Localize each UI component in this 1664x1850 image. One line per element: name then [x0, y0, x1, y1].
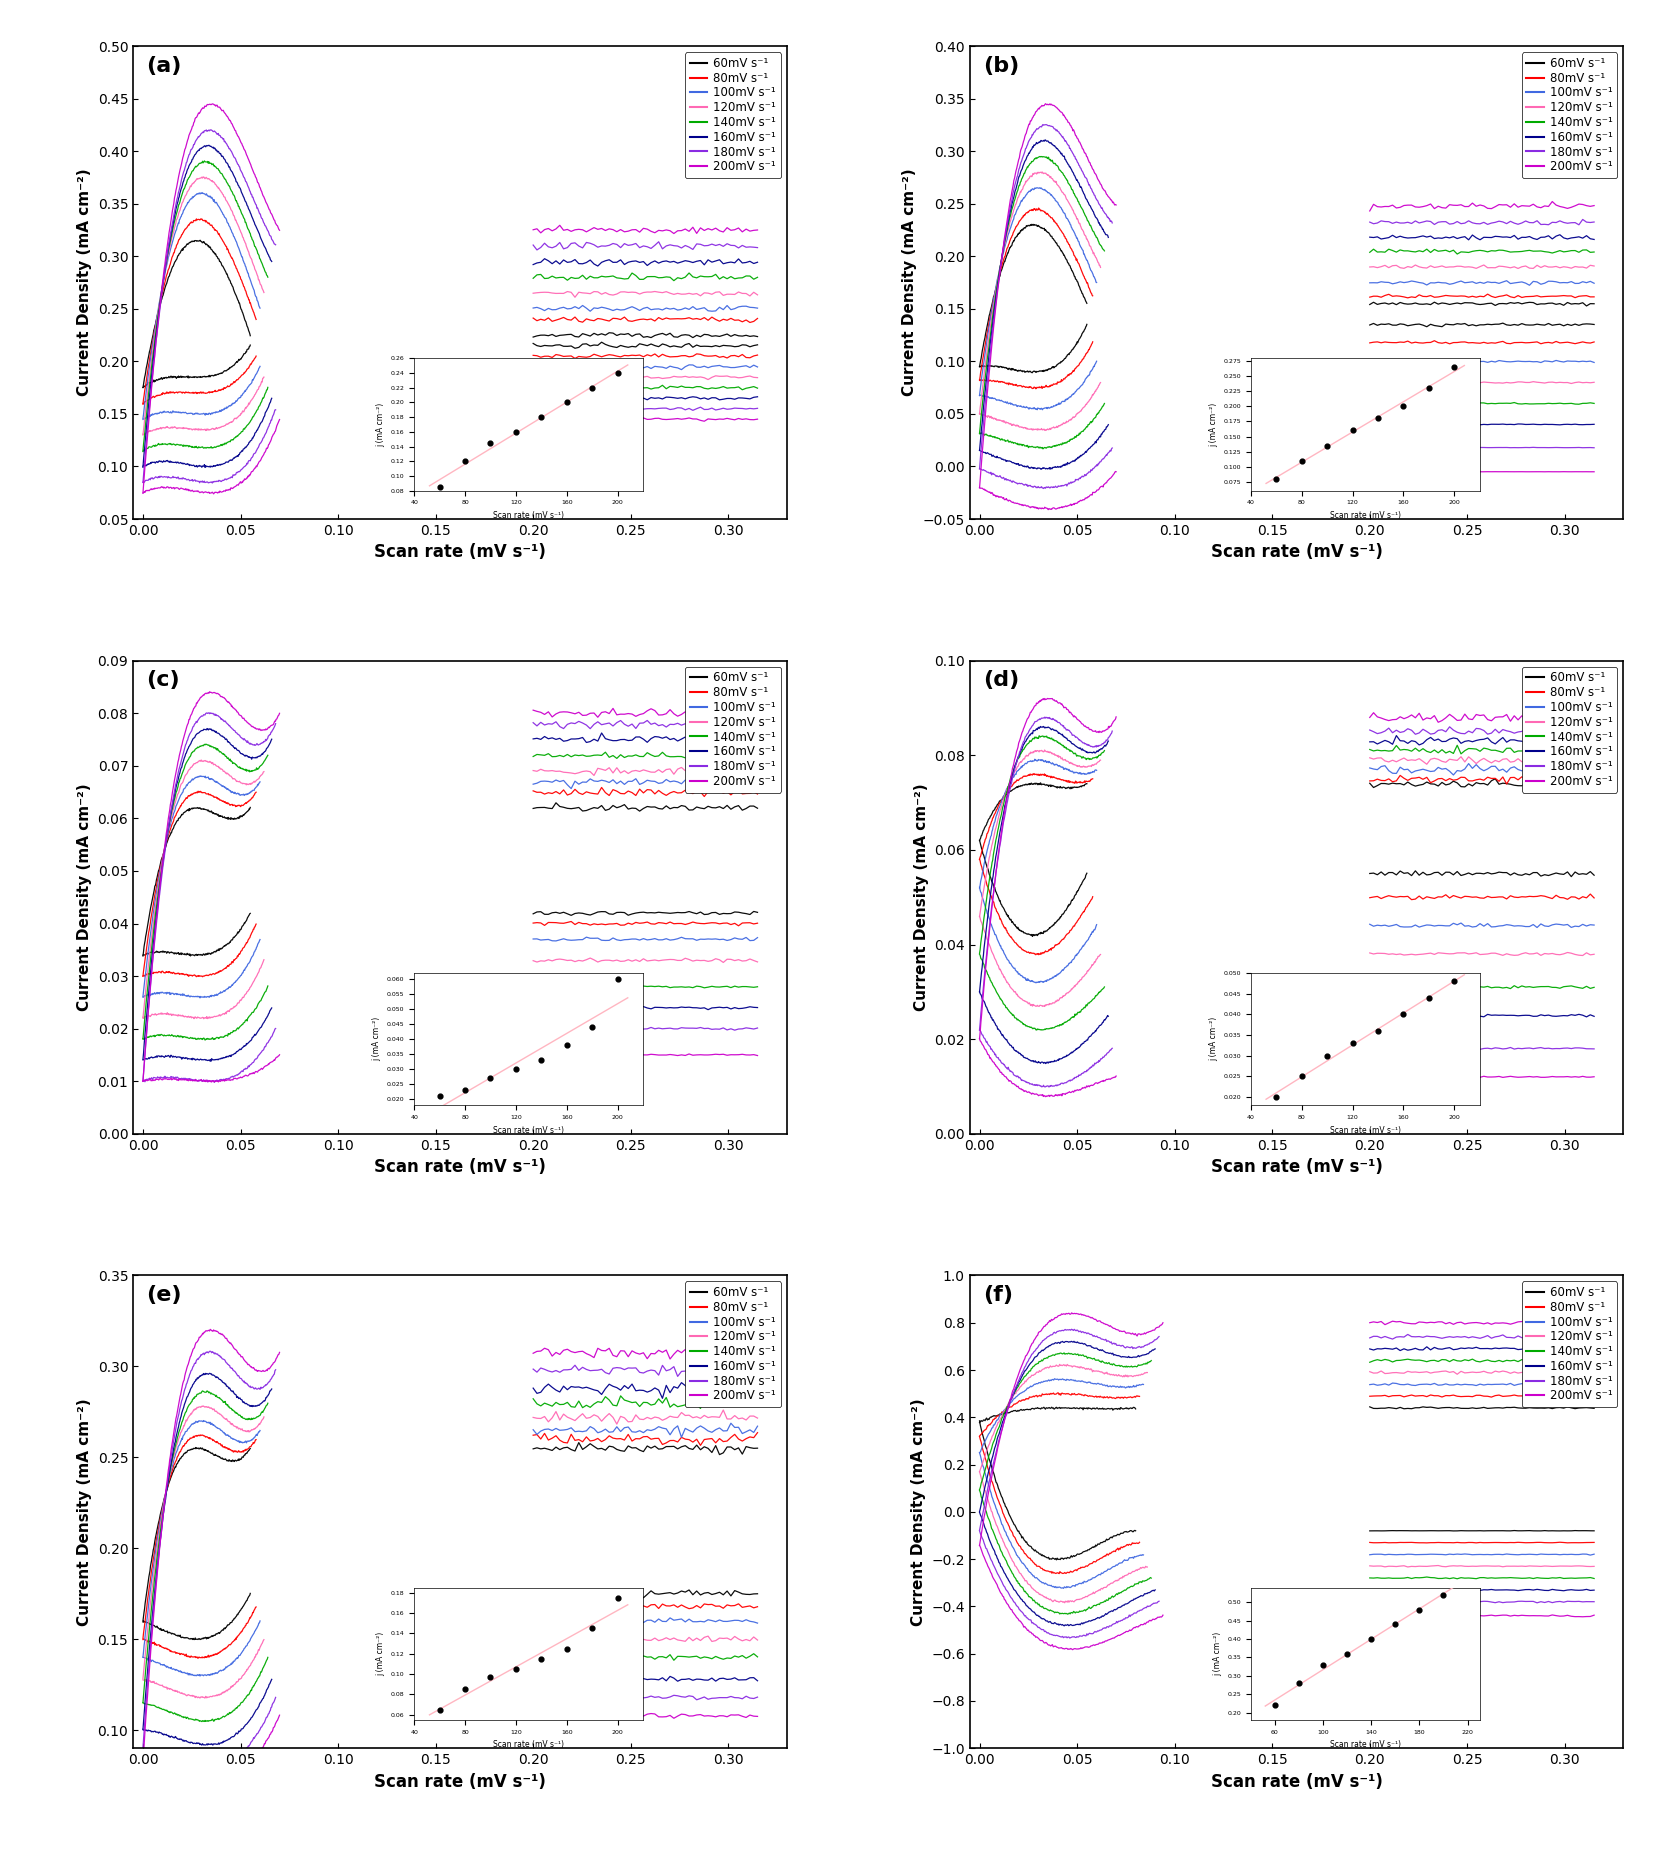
Y-axis label: Current Density (mA cm⁻²): Current Density (mA cm⁻²)	[914, 783, 929, 1012]
Text: (d): (d)	[982, 670, 1018, 690]
Text: (a): (a)	[146, 56, 181, 76]
X-axis label: Scan rate (mV s⁻¹): Scan rate (mV s⁻¹)	[1210, 1772, 1381, 1791]
Y-axis label: Current Density (mA cm⁻²): Current Density (mA cm⁻²)	[77, 168, 92, 396]
Y-axis label: Current Density (mA cm⁻²): Current Density (mA cm⁻²)	[77, 1399, 92, 1626]
Text: (e): (e)	[146, 1286, 181, 1304]
Text: (f): (f)	[982, 1286, 1012, 1304]
Y-axis label: Current Density (mA cm⁻²): Current Density (mA cm⁻²)	[77, 783, 92, 1012]
Legend: 60mV s⁻¹, 80mV s⁻¹, 100mV s⁻¹, 120mV s⁻¹, 140mV s⁻¹, 160mV s⁻¹, 180mV s⁻¹, 200mV: 60mV s⁻¹, 80mV s⁻¹, 100mV s⁻¹, 120mV s⁻¹…	[684, 666, 780, 792]
X-axis label: Scan rate (mV s⁻¹): Scan rate (mV s⁻¹)	[374, 1772, 546, 1791]
Text: (b): (b)	[982, 56, 1018, 76]
Legend: 60mV s⁻¹, 80mV s⁻¹, 100mV s⁻¹, 120mV s⁻¹, 140mV s⁻¹, 160mV s⁻¹, 180mV s⁻¹, 200mV: 60mV s⁻¹, 80mV s⁻¹, 100mV s⁻¹, 120mV s⁻¹…	[684, 52, 780, 178]
X-axis label: Scan rate (mV s⁻¹): Scan rate (mV s⁻¹)	[1210, 1158, 1381, 1177]
Legend: 60mV s⁻¹, 80mV s⁻¹, 100mV s⁻¹, 120mV s⁻¹, 140mV s⁻¹, 160mV s⁻¹, 180mV s⁻¹, 200mV: 60mV s⁻¹, 80mV s⁻¹, 100mV s⁻¹, 120mV s⁻¹…	[1521, 666, 1616, 792]
X-axis label: Scan rate (mV s⁻¹): Scan rate (mV s⁻¹)	[1210, 544, 1381, 561]
Text: (c): (c)	[146, 670, 180, 690]
Legend: 60mV s⁻¹, 80mV s⁻¹, 100mV s⁻¹, 120mV s⁻¹, 140mV s⁻¹, 160mV s⁻¹, 180mV s⁻¹, 200mV: 60mV s⁻¹, 80mV s⁻¹, 100mV s⁻¹, 120mV s⁻¹…	[1521, 1282, 1616, 1408]
Y-axis label: Current Density (mA cm⁻²): Current Density (mA cm⁻²)	[910, 1399, 925, 1626]
Legend: 60mV s⁻¹, 80mV s⁻¹, 100mV s⁻¹, 120mV s⁻¹, 140mV s⁻¹, 160mV s⁻¹, 180mV s⁻¹, 200mV: 60mV s⁻¹, 80mV s⁻¹, 100mV s⁻¹, 120mV s⁻¹…	[1521, 52, 1616, 178]
X-axis label: Scan rate (mV s⁻¹): Scan rate (mV s⁻¹)	[374, 544, 546, 561]
Legend: 60mV s⁻¹, 80mV s⁻¹, 100mV s⁻¹, 120mV s⁻¹, 140mV s⁻¹, 160mV s⁻¹, 180mV s⁻¹, 200mV: 60mV s⁻¹, 80mV s⁻¹, 100mV s⁻¹, 120mV s⁻¹…	[684, 1282, 780, 1408]
X-axis label: Scan rate (mV s⁻¹): Scan rate (mV s⁻¹)	[374, 1158, 546, 1177]
Y-axis label: Current Density (mA cm⁻²): Current Density (mA cm⁻²)	[902, 168, 917, 396]
